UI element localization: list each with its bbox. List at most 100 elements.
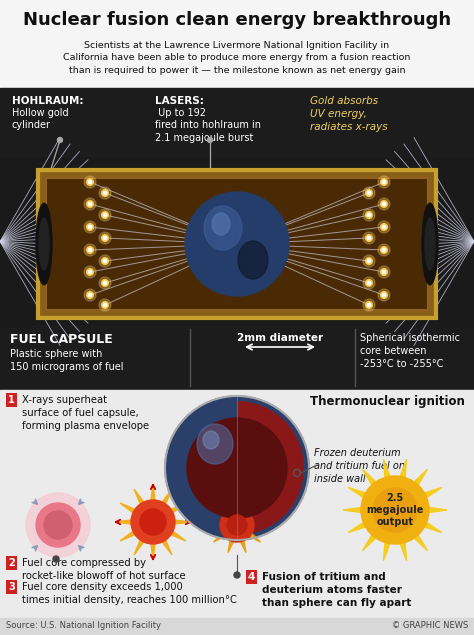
Circle shape (367, 281, 371, 285)
Circle shape (378, 221, 390, 233)
Circle shape (103, 213, 107, 217)
Circle shape (381, 269, 388, 276)
Circle shape (378, 176, 390, 188)
Text: FUEL CAPSULE: FUEL CAPSULE (10, 333, 113, 346)
Circle shape (363, 299, 375, 311)
Circle shape (367, 259, 371, 263)
Circle shape (363, 255, 375, 267)
Bar (0, 618, 474, 635)
Text: Fusion of tritium and
deuterium atoms faster
than sphere can fly apart: Fusion of tritium and deuterium atoms fa… (262, 572, 411, 608)
Circle shape (101, 279, 109, 286)
Circle shape (131, 500, 175, 544)
Circle shape (381, 178, 388, 185)
Polygon shape (134, 522, 153, 555)
Polygon shape (395, 510, 407, 561)
Ellipse shape (425, 218, 435, 270)
Circle shape (165, 396, 309, 540)
Text: © GRAPHIC NEWS: © GRAPHIC NEWS (392, 622, 468, 631)
Text: Hollow gold
cylinder: Hollow gold cylinder (12, 108, 69, 130)
Polygon shape (214, 508, 237, 525)
Circle shape (382, 202, 386, 206)
Circle shape (365, 258, 373, 265)
Ellipse shape (238, 241, 268, 279)
Bar (0, 158, 474, 325)
Polygon shape (153, 489, 172, 522)
Circle shape (365, 302, 373, 309)
Circle shape (88, 271, 92, 274)
Polygon shape (395, 510, 442, 533)
Ellipse shape (212, 213, 230, 235)
Circle shape (365, 279, 373, 286)
FancyBboxPatch shape (46, 178, 428, 310)
Polygon shape (208, 523, 237, 527)
Polygon shape (153, 519, 191, 525)
Circle shape (84, 289, 96, 301)
Circle shape (36, 503, 80, 547)
Circle shape (363, 277, 375, 289)
Polygon shape (383, 459, 395, 510)
Text: X-rays superheat
surface of fuel capsule,
forming plasma envelope: X-rays superheat surface of fuel capsule… (22, 395, 149, 431)
Circle shape (382, 271, 386, 274)
Text: Source: U.S. National Ignition Facility: Source: U.S. National Ignition Facility (6, 622, 161, 631)
Polygon shape (153, 522, 172, 555)
Circle shape (382, 180, 386, 184)
Text: 2.5
megajoule
output: 2.5 megajoule output (366, 493, 424, 528)
Polygon shape (153, 503, 186, 522)
Text: Nuclear fusion clean energy breakthrough: Nuclear fusion clean energy breakthrough (23, 11, 451, 29)
Text: 2: 2 (8, 558, 15, 568)
Polygon shape (395, 469, 428, 510)
Circle shape (99, 232, 111, 244)
Circle shape (378, 289, 390, 301)
Polygon shape (120, 503, 153, 522)
Circle shape (99, 299, 111, 311)
Circle shape (227, 515, 247, 535)
Bar (0, 88, 474, 158)
Circle shape (382, 225, 386, 229)
Text: HOHLRAUM:: HOHLRAUM: (12, 96, 83, 106)
Circle shape (140, 509, 166, 535)
Circle shape (88, 180, 92, 184)
Circle shape (378, 244, 390, 256)
Circle shape (361, 476, 429, 544)
Text: Up to 192
fired into hohlraum in
2.1 megajoule burst: Up to 192 fired into hohlraum in 2.1 meg… (155, 108, 261, 143)
Circle shape (382, 293, 386, 297)
Circle shape (381, 291, 388, 298)
Ellipse shape (197, 424, 233, 464)
Polygon shape (228, 525, 237, 552)
Circle shape (185, 192, 289, 296)
Text: Scientists at the Lawrence Livermore National Ignition Facility in
California ha: Scientists at the Lawrence Livermore Nat… (64, 41, 410, 75)
Text: Plastic sphere with
150 micrograms of fuel: Plastic sphere with 150 micrograms of fu… (10, 349, 124, 372)
Circle shape (101, 302, 109, 309)
Text: Fuel core compressed by
rocket-like blowoff of hot surface: Fuel core compressed by rocket-like blow… (22, 558, 186, 581)
Circle shape (103, 259, 107, 263)
Circle shape (363, 209, 375, 221)
Ellipse shape (204, 206, 242, 250)
Circle shape (365, 234, 373, 241)
Polygon shape (237, 525, 260, 542)
Circle shape (208, 138, 212, 142)
Circle shape (363, 187, 375, 199)
Text: LASERS:: LASERS: (155, 96, 204, 106)
Circle shape (101, 234, 109, 241)
Text: Spherical isothermic
core between
-253°C to -255°C: Spherical isothermic core between -253°C… (360, 333, 460, 370)
Text: Thermonuclear ignition: Thermonuclear ignition (310, 395, 465, 408)
Ellipse shape (203, 431, 219, 449)
Circle shape (57, 138, 63, 142)
Polygon shape (348, 510, 395, 533)
Bar (0, 325, 474, 390)
Circle shape (101, 211, 109, 218)
Circle shape (99, 187, 111, 199)
Circle shape (86, 291, 93, 298)
Text: 1: 1 (8, 395, 15, 405)
Text: 2mm diameter: 2mm diameter (237, 333, 323, 343)
Circle shape (86, 224, 93, 231)
Text: Gold absorbs
UV energy,
radiates x-rays: Gold absorbs UV energy, radiates x-rays (310, 96, 388, 133)
Circle shape (88, 225, 92, 229)
Wedge shape (165, 396, 237, 540)
Circle shape (103, 236, 107, 240)
Circle shape (88, 202, 92, 206)
Ellipse shape (36, 203, 52, 284)
Circle shape (86, 269, 93, 276)
Circle shape (84, 221, 96, 233)
Circle shape (86, 246, 93, 253)
